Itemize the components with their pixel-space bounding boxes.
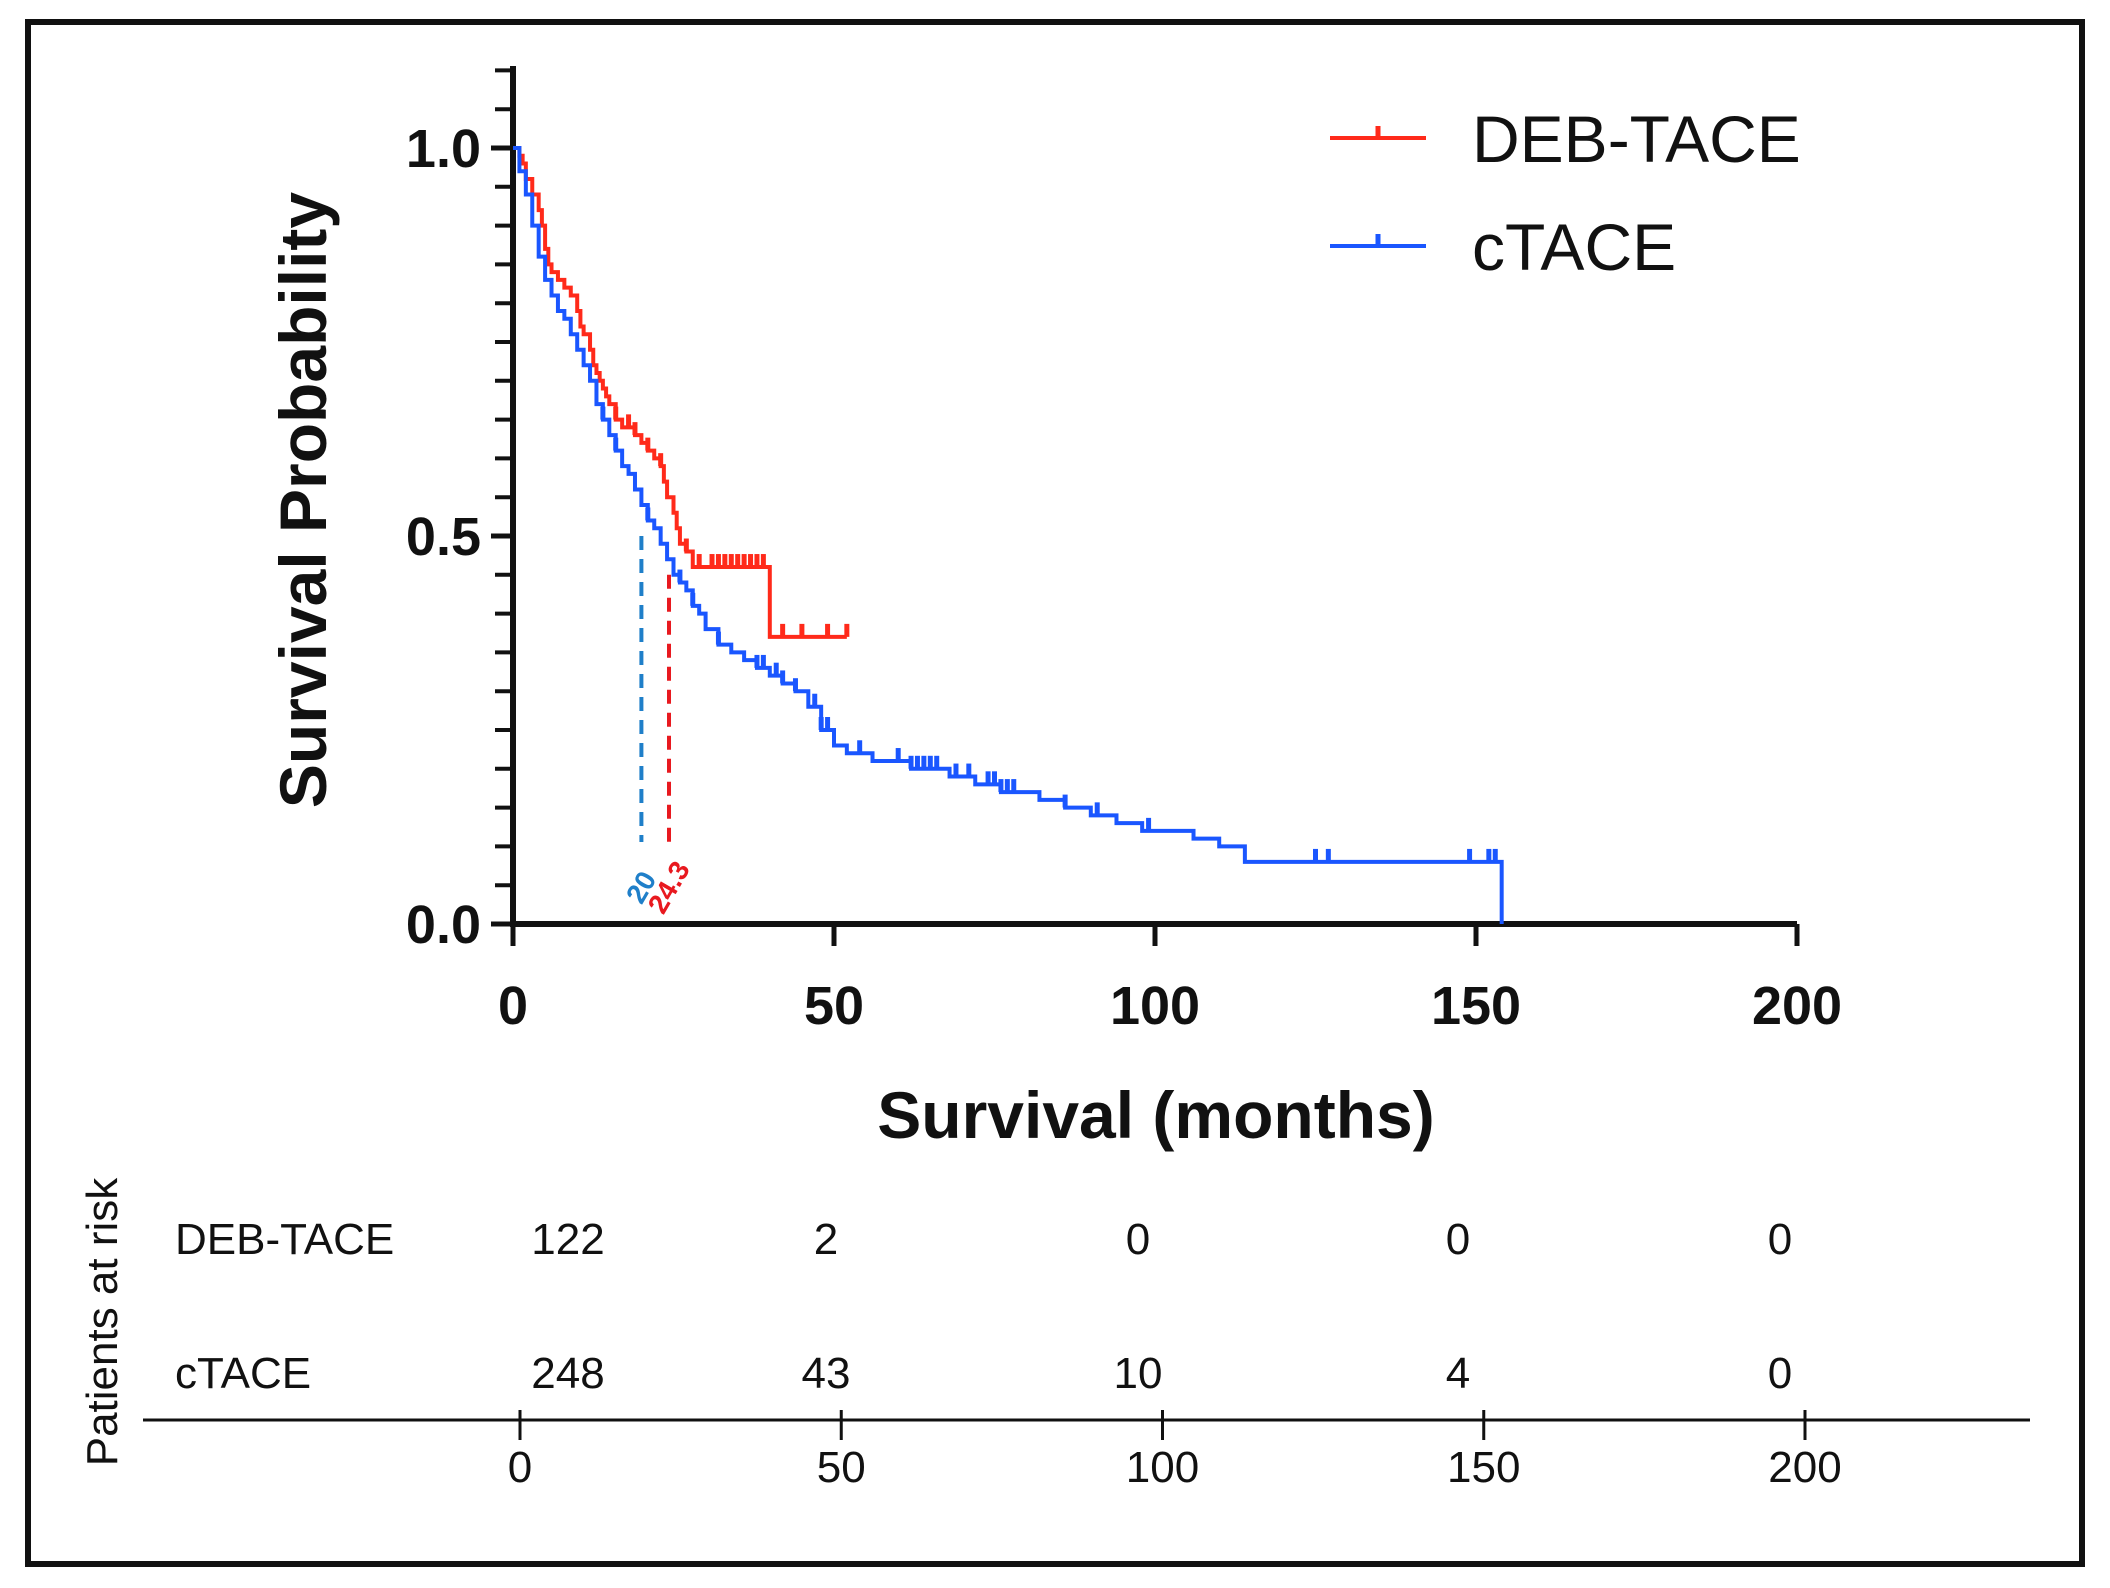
at-risk-value-deb-tace: 122: [531, 1215, 604, 1264]
axes: 0.0 0.5 1.0 0 50 100 150 200: [406, 66, 1842, 1036]
at-risk-axis-label: 0: [508, 1443, 532, 1492]
at-risk-value-ctace: 0: [1768, 1349, 1792, 1398]
y-tick-label: 1.0: [406, 119, 481, 179]
at-risk-row-label-deb-tace: DEB-TACE: [175, 1215, 394, 1264]
y-tick-label: 0.5: [406, 507, 481, 567]
at-risk-title: Patients at risk: [78, 1177, 127, 1467]
at-risk-value-ctace: 10: [1114, 1349, 1163, 1398]
x-tick-label: 100: [1110, 976, 1200, 1036]
at-risk-row-label-ctace: cTACE: [175, 1349, 311, 1398]
x-tick-label: 0: [498, 976, 528, 1036]
at-risk-value-deb-tace: 2: [814, 1215, 838, 1264]
at-risk-value-ctace: 4: [1446, 1349, 1470, 1398]
survival-curves: [513, 146, 1504, 924]
at-risk-axis-label: 100: [1126, 1443, 1199, 1492]
legend: DEB-TACE cTACE: [1330, 102, 1801, 284]
y-axis-label: Survival Probability: [266, 192, 340, 808]
at-risk-axis-label: 200: [1768, 1443, 1841, 1492]
at-risk-value-deb-tace: 0: [1126, 1215, 1150, 1264]
y-tick-label: 0.0: [406, 895, 481, 955]
x-axis-label: Survival (months): [877, 1078, 1434, 1152]
at-risk-axis-label: 150: [1447, 1443, 1520, 1492]
curve-deb-tace: [513, 146, 847, 639]
at-risk-value-deb-tace: 0: [1768, 1215, 1792, 1264]
at-risk-axis-label: 50: [817, 1443, 866, 1492]
legend-label-deb-tace: DEB-TACE: [1472, 102, 1801, 176]
legend-label-ctace: cTACE: [1472, 210, 1676, 284]
at-risk-value-deb-tace: 0: [1446, 1215, 1470, 1264]
x-tick-label: 50: [804, 976, 864, 1036]
at-risk-value-ctace: 248: [531, 1349, 604, 1398]
figure-frame: [25, 19, 2085, 1567]
x-tick-label: 200: [1752, 976, 1842, 1036]
at-risk-value-ctace: 43: [802, 1349, 851, 1398]
x-tick-label: 150: [1431, 976, 1521, 1036]
